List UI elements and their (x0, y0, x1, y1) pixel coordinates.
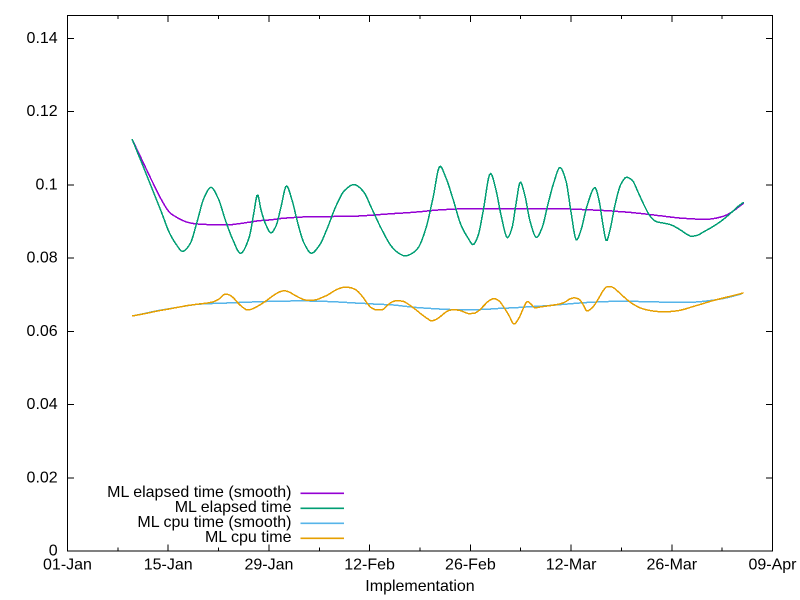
svg-text:0.04: 0.04 (27, 396, 58, 413)
svg-text:0.02: 0.02 (27, 469, 58, 486)
svg-text:15-Jan: 15-Jan (144, 557, 193, 574)
svg-text:12-Mar: 12-Mar (546, 557, 597, 574)
svg-text:0.1: 0.1 (35, 177, 57, 194)
svg-text:0.08: 0.08 (27, 250, 58, 267)
svg-text:26-Feb: 26-Feb (445, 557, 496, 574)
svg-text:ML cpu time: ML cpu time (205, 529, 292, 546)
svg-text:ML elapsed time (smooth): ML elapsed time (smooth) (107, 484, 291, 501)
svg-text:01-Jan: 01-Jan (43, 557, 92, 574)
svg-text:26-Mar: 26-Mar (646, 557, 697, 574)
svg-text:0.12: 0.12 (27, 103, 58, 120)
svg-text:0.06: 0.06 (27, 323, 58, 340)
svg-text:0.14: 0.14 (27, 30, 58, 47)
svg-text:09-Apr: 09-Apr (748, 557, 797, 574)
svg-text:Implementation: Implementation (365, 578, 474, 595)
svg-text:0: 0 (49, 543, 58, 560)
svg-text:ML elapsed time: ML elapsed time (175, 499, 292, 516)
svg-text:12-Feb: 12-Feb (344, 557, 395, 574)
svg-text:ML cpu time (smooth): ML cpu time (smooth) (137, 514, 291, 531)
svg-text:29-Jan: 29-Jan (244, 557, 293, 574)
